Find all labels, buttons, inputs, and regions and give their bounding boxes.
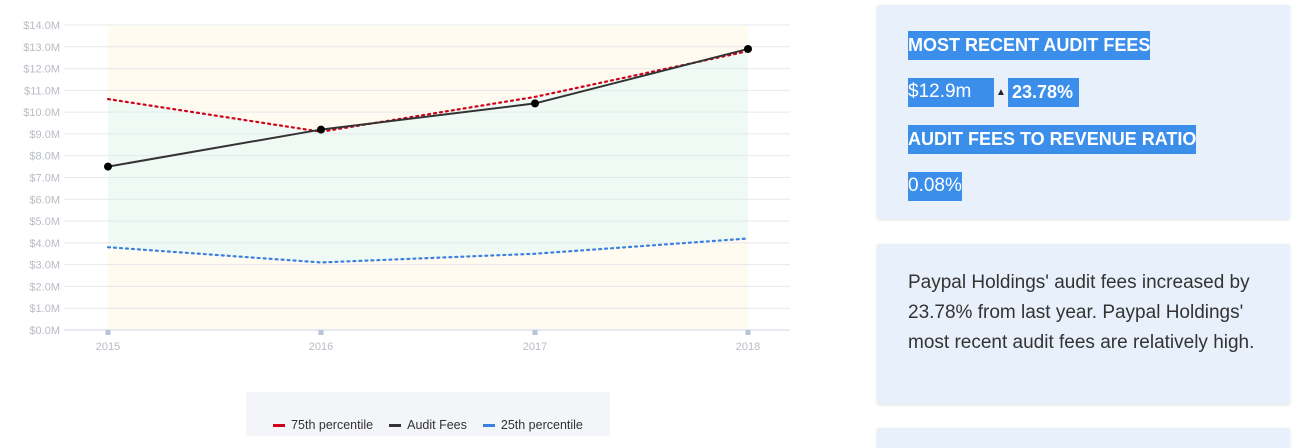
legend-item-75th[interactable]: 75th percentile: [273, 418, 373, 432]
data-point: [744, 44, 752, 53]
y-tick-label: $12.0M: [23, 64, 60, 76]
legend-label-75th: 75th percentile: [291, 418, 374, 432]
description-text: Paypal Holdings' audit fees increased by…: [908, 272, 1255, 353]
data-point: [104, 162, 112, 171]
percentile-band: [108, 51, 748, 263]
series-line-1: [107, 47, 749, 168]
legend-swatch-25th: [482, 423, 495, 427]
y-tick-label: $13.0M: [23, 42, 60, 54]
y-tick-label: $8.0M: [29, 151, 60, 163]
x-tick-mark: [105, 330, 111, 335]
change-percent: 23.78%: [1008, 78, 1080, 107]
description-card: Paypal Holdings' audit fees increased by…: [877, 244, 1290, 404]
y-tick-label: $10.0M: [23, 107, 60, 119]
legend-label-25th: 25th percentile: [500, 418, 583, 432]
series-line-0: [106, 50, 750, 133]
y-tick-label: $9.0M: [29, 129, 60, 141]
legend-swatch-audit-fees: [389, 423, 402, 427]
ratio-heading: AUDIT FEES TO REVENUE RATIO: [908, 125, 1197, 154]
recent-fees-value: $12.9m: [908, 78, 994, 107]
y-tick-label: $3.0M: [29, 260, 60, 272]
chart-legend: 75th percentile Audit Fees 25th percenti…: [246, 392, 610, 436]
y-tick-label: $0.0M: [29, 325, 60, 337]
up-arrow-icon: ▲: [996, 87, 1006, 98]
next-card: [877, 428, 1290, 448]
data-point: [531, 99, 539, 108]
x-tick-label: 2015: [96, 341, 120, 353]
legend-item-audit-fees[interactable]: Audit Fees: [389, 418, 467, 432]
y-tick-label: $5.0M: [29, 216, 60, 228]
series-line-2: [106, 237, 750, 264]
x-tick-label: 2016: [309, 341, 333, 353]
recent-fees-heading: MOST RECENT AUDIT FEES: [908, 31, 1151, 60]
ratio-value: 0.08%: [908, 172, 962, 201]
x-tick-mark: [532, 330, 538, 335]
y-tick-label: $6.0M: [29, 194, 60, 206]
legend-swatch-75th: [273, 423, 286, 427]
data-point: [317, 125, 325, 134]
y-tick-label: $1.0M: [29, 303, 60, 315]
legend-label-audit-fees: Audit Fees: [407, 418, 467, 432]
y-tick-label: $11.0M: [24, 85, 60, 97]
y-tick-label: $7.0M: [29, 173, 60, 185]
x-tick-mark: [745, 330, 751, 335]
legend-item-25th[interactable]: 25th percentile: [482, 418, 583, 432]
y-tick-label: $2.0M: [29, 281, 60, 293]
x-tick-label: 2018: [736, 341, 760, 353]
y-tick-label: $14.0M: [23, 20, 60, 32]
audit-fees-chart: $0.0M $1.0M $2.0M $3.0M $4.0M $5.0M $6.0M $7.0M…: [23, 20, 790, 353]
x-tick-label: 2017: [523, 341, 547, 353]
audit-summary-card: MOST RECENT AUDIT FEES $12.9m ▲ 23.78% A…: [877, 5, 1290, 219]
x-tick-mark: [318, 330, 324, 335]
y-tick-label: $4.0M: [29, 238, 60, 250]
